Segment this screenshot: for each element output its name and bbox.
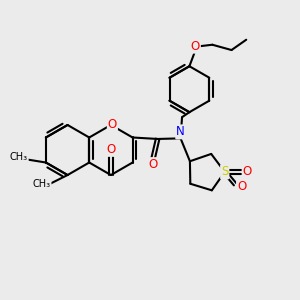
Text: CH₃: CH₃ (33, 179, 51, 189)
Text: S: S (221, 165, 228, 178)
Text: O: O (108, 118, 117, 131)
Text: N: N (176, 125, 185, 138)
Text: O: O (191, 40, 200, 53)
Text: O: O (106, 143, 116, 156)
Text: O: O (237, 180, 246, 193)
Text: O: O (148, 158, 157, 171)
Text: CH₃: CH₃ (10, 152, 28, 162)
Text: O: O (243, 165, 252, 178)
